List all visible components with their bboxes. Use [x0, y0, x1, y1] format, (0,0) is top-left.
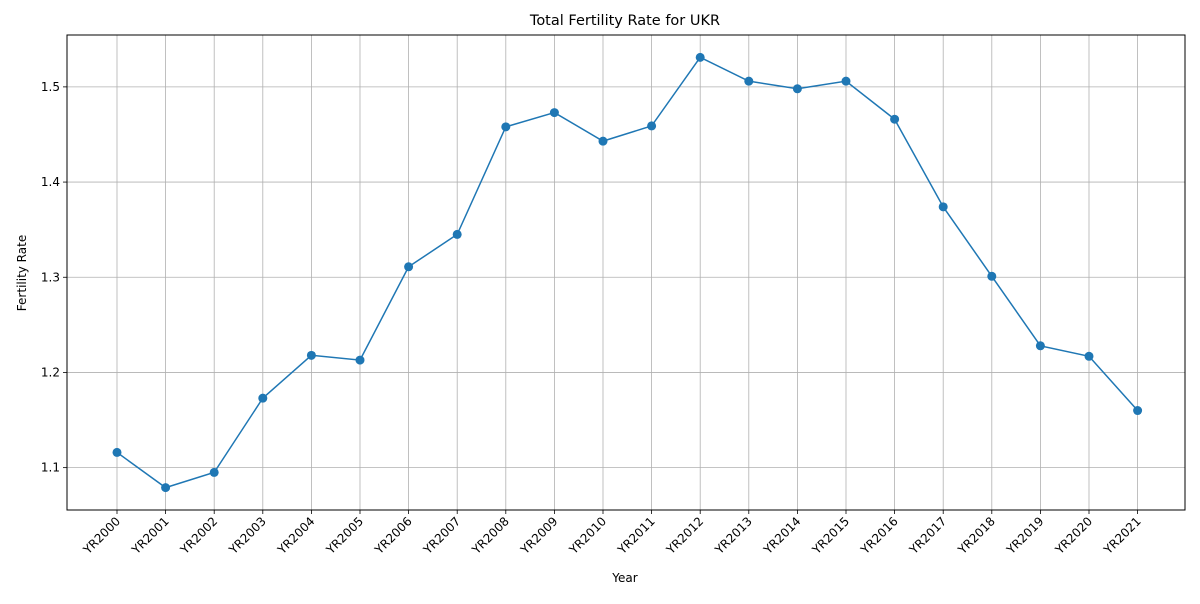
plot-frame [66, 34, 1186, 511]
x-tick-label: YR2005 [323, 514, 366, 557]
series-line-layer [116, 56, 1139, 489]
x-tick-label: YR2009 [517, 514, 560, 557]
x-tick-label: YR2007 [420, 514, 463, 557]
x-tick-label: YR2012 [663, 514, 706, 557]
y-tick-label: 1.3 [41, 270, 60, 284]
x-tick-label: YR2010 [566, 514, 609, 557]
data-point [695, 52, 705, 62]
data-point [841, 76, 851, 86]
data-point [890, 114, 900, 124]
x-tick-label: YR2004 [274, 514, 317, 557]
data-point [1084, 351, 1094, 361]
data-point [355, 355, 365, 365]
data-points [112, 52, 1143, 493]
data-point [647, 121, 657, 131]
data-point [258, 393, 268, 403]
x-tick-label: YR2003 [226, 514, 269, 557]
x-tick-label: YR2001 [128, 514, 171, 557]
y-tick-label: 1.4 [41, 175, 60, 189]
data-point [744, 76, 754, 86]
x-tick-label: YR2021 [1100, 514, 1143, 557]
x-tick-label: YR2019 [1003, 514, 1046, 557]
data-point [501, 122, 511, 132]
data-point [306, 350, 316, 360]
data-point [452, 229, 462, 239]
x-tick-label: YR2020 [1052, 514, 1095, 557]
data-point [1133, 406, 1143, 416]
x-tick-label: YR2015 [809, 514, 852, 557]
data-point [1035, 341, 1045, 351]
x-tick-label: YR2011 [614, 514, 657, 557]
x-tick-label: YR2000 [80, 514, 123, 557]
data-point [792, 84, 802, 94]
grid-lines [67, 35, 1185, 510]
x-tick-label: YR2017 [906, 514, 949, 557]
y-tick-label: 1.2 [41, 365, 60, 379]
x-axis-ticks: YR2000 YR2001 YR2002 YR2003 YR2004 YR2005 YR20… [80, 510, 1144, 558]
y-axis-label: Fertility Rate [15, 235, 29, 311]
x-tick-label: YR2002 [177, 514, 220, 557]
data-point [987, 271, 997, 281]
x-tick-label: YR2013 [712, 514, 755, 557]
chart-title: Total Fertility Rate for UKR [529, 13, 720, 29]
x-tick-label: YR2016 [857, 514, 900, 557]
x-tick-label: YR2018 [955, 514, 998, 557]
x-axis-label: Year [611, 571, 637, 585]
data-point [938, 202, 948, 212]
data-point [549, 108, 559, 118]
data-point [112, 447, 122, 457]
data-point [161, 483, 171, 493]
y-axis-ticks: 1.1 1.2 1.3 1.4 1.5 [41, 80, 67, 475]
data-point [404, 262, 414, 272]
y-tick-label: 1.5 [41, 80, 60, 94]
series-line [116, 56, 1139, 489]
x-tick-label: YR2006 [371, 514, 414, 557]
x-tick-label: YR2008 [469, 514, 512, 557]
data-point [209, 467, 219, 477]
x-tick-label: YR2014 [760, 514, 803, 557]
data-point [598, 136, 608, 146]
y-tick-label: 1.1 [41, 461, 60, 475]
